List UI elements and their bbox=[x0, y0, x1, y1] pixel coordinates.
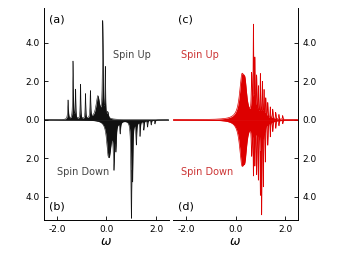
Text: (d): (d) bbox=[179, 201, 194, 212]
Text: Spin Down: Spin Down bbox=[57, 167, 109, 177]
Text: (c): (c) bbox=[179, 14, 193, 24]
Text: Spin Down: Spin Down bbox=[181, 167, 233, 177]
X-axis label: ω: ω bbox=[230, 235, 241, 248]
Text: (b): (b) bbox=[50, 201, 65, 212]
X-axis label: ω: ω bbox=[101, 235, 112, 248]
Text: (a): (a) bbox=[50, 14, 65, 24]
Text: Spin Up: Spin Up bbox=[113, 50, 150, 60]
Text: Spin Up: Spin Up bbox=[181, 50, 219, 60]
